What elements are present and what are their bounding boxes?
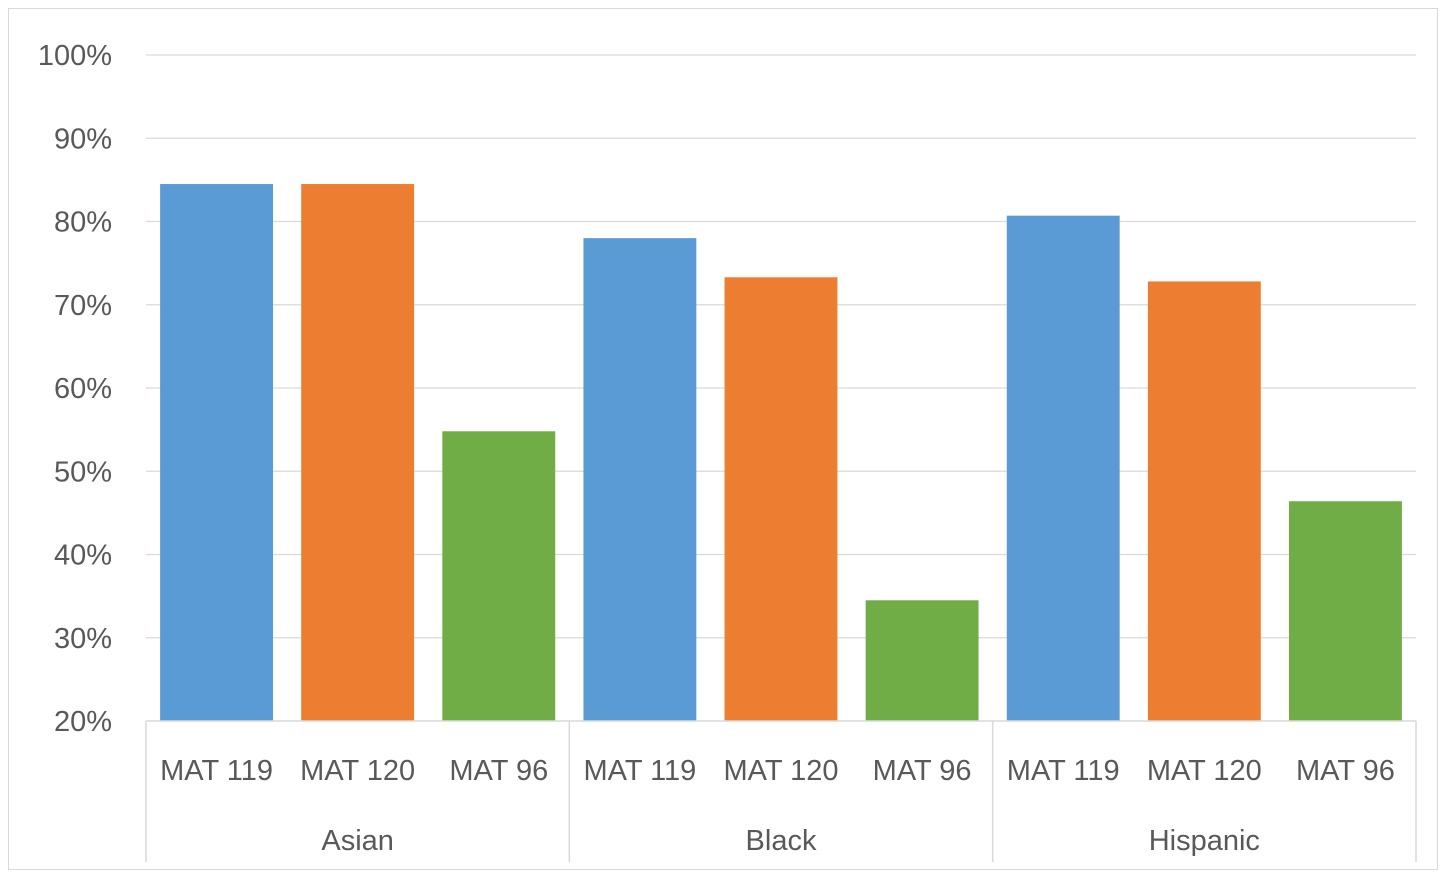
y-tick-label: 100%: [38, 40, 112, 72]
bar-black-mat-120: [724, 277, 838, 721]
y-tick-label: 30%: [54, 623, 112, 655]
x-category-label: MAT 96: [1296, 755, 1395, 787]
y-tick-label: 60%: [54, 373, 112, 405]
x-category-label: MAT 96: [873, 755, 972, 787]
bars: [160, 184, 1402, 722]
y-tick-label: 50%: [54, 456, 112, 488]
bar-hispanic-mat-119: [1006, 215, 1120, 722]
x-group-label: Hispanic: [1149, 825, 1260, 857]
bar-hispanic-mat-120: [1147, 281, 1261, 721]
y-axis-tick-labels: 20% 30% 40% 50% 60% 70% 80% 90% 100%: [38, 40, 112, 738]
x-category-label: MAT 119: [1007, 755, 1120, 787]
bar-asian-mat-119: [160, 184, 273, 722]
y-tick-label: 70%: [54, 290, 112, 322]
x-group-label: Black: [746, 825, 817, 857]
bar-black-mat-119: [583, 238, 697, 721]
x-category-label: MAT 120: [724, 755, 839, 787]
y-tick-label: 20%: [54, 706, 112, 738]
y-tick-label: 90%: [54, 123, 112, 155]
y-tick-label: 40%: [54, 540, 112, 572]
bar-hispanic-mat-96: [1289, 501, 1402, 721]
x-category-label: MAT 120: [300, 755, 415, 787]
bar-asian-mat-96: [442, 431, 556, 721]
x-category-label: MAT 119: [583, 755, 696, 787]
bar-asian-mat-120: [301, 184, 415, 722]
x-category-label: MAT 120: [1147, 755, 1262, 787]
x-category-label: MAT 119: [160, 755, 273, 787]
bar-black-mat-96: [865, 600, 979, 721]
x-axis: MAT 119 MAT 120 MAT 96 Asian MAT 119 MAT 120 M…: [145, 720, 1417, 862]
x-group-label: Asian: [321, 825, 394, 857]
y-tick-label: 80%: [54, 207, 112, 239]
x-category-label: MAT 96: [449, 755, 548, 787]
